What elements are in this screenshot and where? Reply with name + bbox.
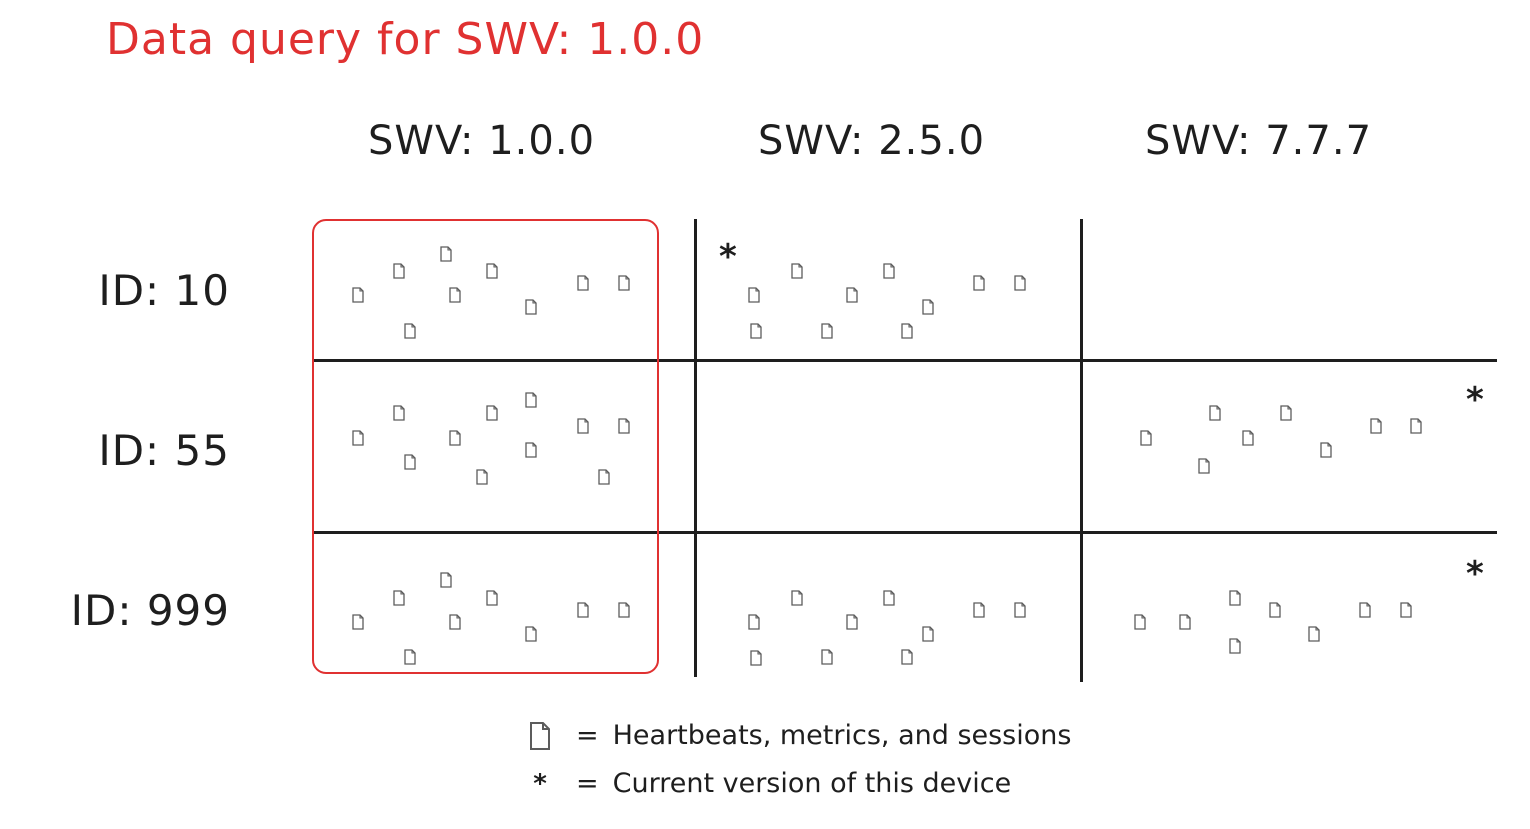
document-icon	[598, 469, 610, 485]
document-icon	[577, 275, 589, 291]
asterisk-icon: *	[719, 237, 737, 277]
document-icon	[1140, 430, 1152, 446]
document-icon	[750, 650, 762, 666]
row-divider-2	[312, 531, 1497, 534]
row-divider-1	[312, 359, 1497, 362]
document-icon	[1229, 590, 1241, 606]
column-header-swv-7-7-7: SWV: 7.7.7	[1145, 118, 1373, 164]
selected-column-highlight	[312, 219, 659, 674]
document-icon	[748, 614, 760, 630]
document-icon	[1014, 602, 1026, 618]
document-icon	[577, 418, 589, 434]
document-icon	[440, 572, 452, 588]
document-icon	[525, 442, 537, 458]
asterisk-icon: *	[533, 768, 547, 799]
document-icon	[973, 275, 985, 291]
row-header-id-55: ID: 55	[98, 426, 230, 475]
document-icon	[748, 287, 760, 303]
document-icon	[821, 323, 833, 339]
legend-equals: =	[576, 768, 599, 799]
document-icon	[1269, 602, 1281, 618]
asterisk-icon: *	[1466, 554, 1484, 594]
document-icon	[791, 590, 803, 606]
column-header-swv-2-5-0: SWV: 2.5.0	[758, 118, 986, 164]
document-icon	[618, 275, 630, 291]
column-divider-2	[1080, 219, 1083, 682]
document-icon	[393, 590, 405, 606]
asterisk-icon: *	[1466, 380, 1484, 420]
document-icon	[449, 430, 461, 446]
document-icon	[352, 287, 364, 303]
legend-current-version: * = Current version of this device	[520, 768, 1011, 799]
document-icon	[525, 299, 537, 315]
document-icon	[1014, 275, 1026, 291]
document-icon	[486, 590, 498, 606]
document-icon	[486, 405, 498, 421]
document-icon	[352, 430, 364, 446]
document-icon	[1198, 458, 1210, 474]
document-icon	[393, 263, 405, 279]
document-icon	[883, 590, 895, 606]
document-icon	[449, 614, 461, 630]
document-icon	[1308, 626, 1320, 642]
document-icon	[1400, 602, 1412, 618]
document-icon	[973, 602, 985, 618]
document-icon	[476, 469, 488, 485]
document-icon	[1229, 638, 1241, 654]
document-icon	[1134, 614, 1146, 630]
document-icon	[791, 263, 803, 279]
document-icon	[883, 263, 895, 279]
document-icon	[404, 649, 416, 665]
row-header-id-10: ID: 10	[98, 266, 230, 315]
document-icon	[1320, 442, 1332, 458]
document-icon	[1370, 418, 1382, 434]
document-icon	[520, 721, 560, 751]
document-icon	[750, 323, 762, 339]
document-icon	[846, 614, 858, 630]
document-icon	[1410, 418, 1422, 434]
document-icon	[525, 392, 537, 408]
document-icon	[1179, 614, 1191, 630]
document-icon	[352, 614, 364, 630]
document-icon	[618, 418, 630, 434]
document-icon	[1280, 405, 1292, 421]
document-icon	[404, 454, 416, 470]
column-divider-1	[694, 219, 697, 677]
document-icon	[440, 246, 452, 262]
document-icon	[922, 299, 934, 315]
document-icon	[577, 602, 589, 618]
document-icon	[1359, 602, 1371, 618]
diagram-title: Data query for SWV: 1.0.0	[106, 14, 705, 65]
document-icon	[618, 602, 630, 618]
column-header-swv-1-0-0: SWV: 1.0.0	[368, 118, 596, 164]
legend-documents: = Heartbeats, metrics, and sessions	[520, 720, 1071, 751]
document-icon	[449, 287, 461, 303]
document-icon	[901, 323, 913, 339]
document-icon	[922, 626, 934, 642]
document-icon	[821, 649, 833, 665]
document-icon	[1209, 405, 1221, 421]
legend-equals: =	[576, 720, 599, 751]
legend-current-version-text: Current version of this device	[612, 768, 1012, 799]
document-icon	[846, 287, 858, 303]
document-icon	[404, 323, 416, 339]
document-icon	[525, 626, 537, 642]
document-icon	[1242, 430, 1254, 446]
row-header-id-999: ID: 999	[70, 586, 230, 635]
legend-documents-text: Heartbeats, metrics, and sessions	[612, 720, 1072, 751]
document-icon	[486, 263, 498, 279]
document-icon	[393, 405, 405, 421]
document-icon	[901, 649, 913, 665]
